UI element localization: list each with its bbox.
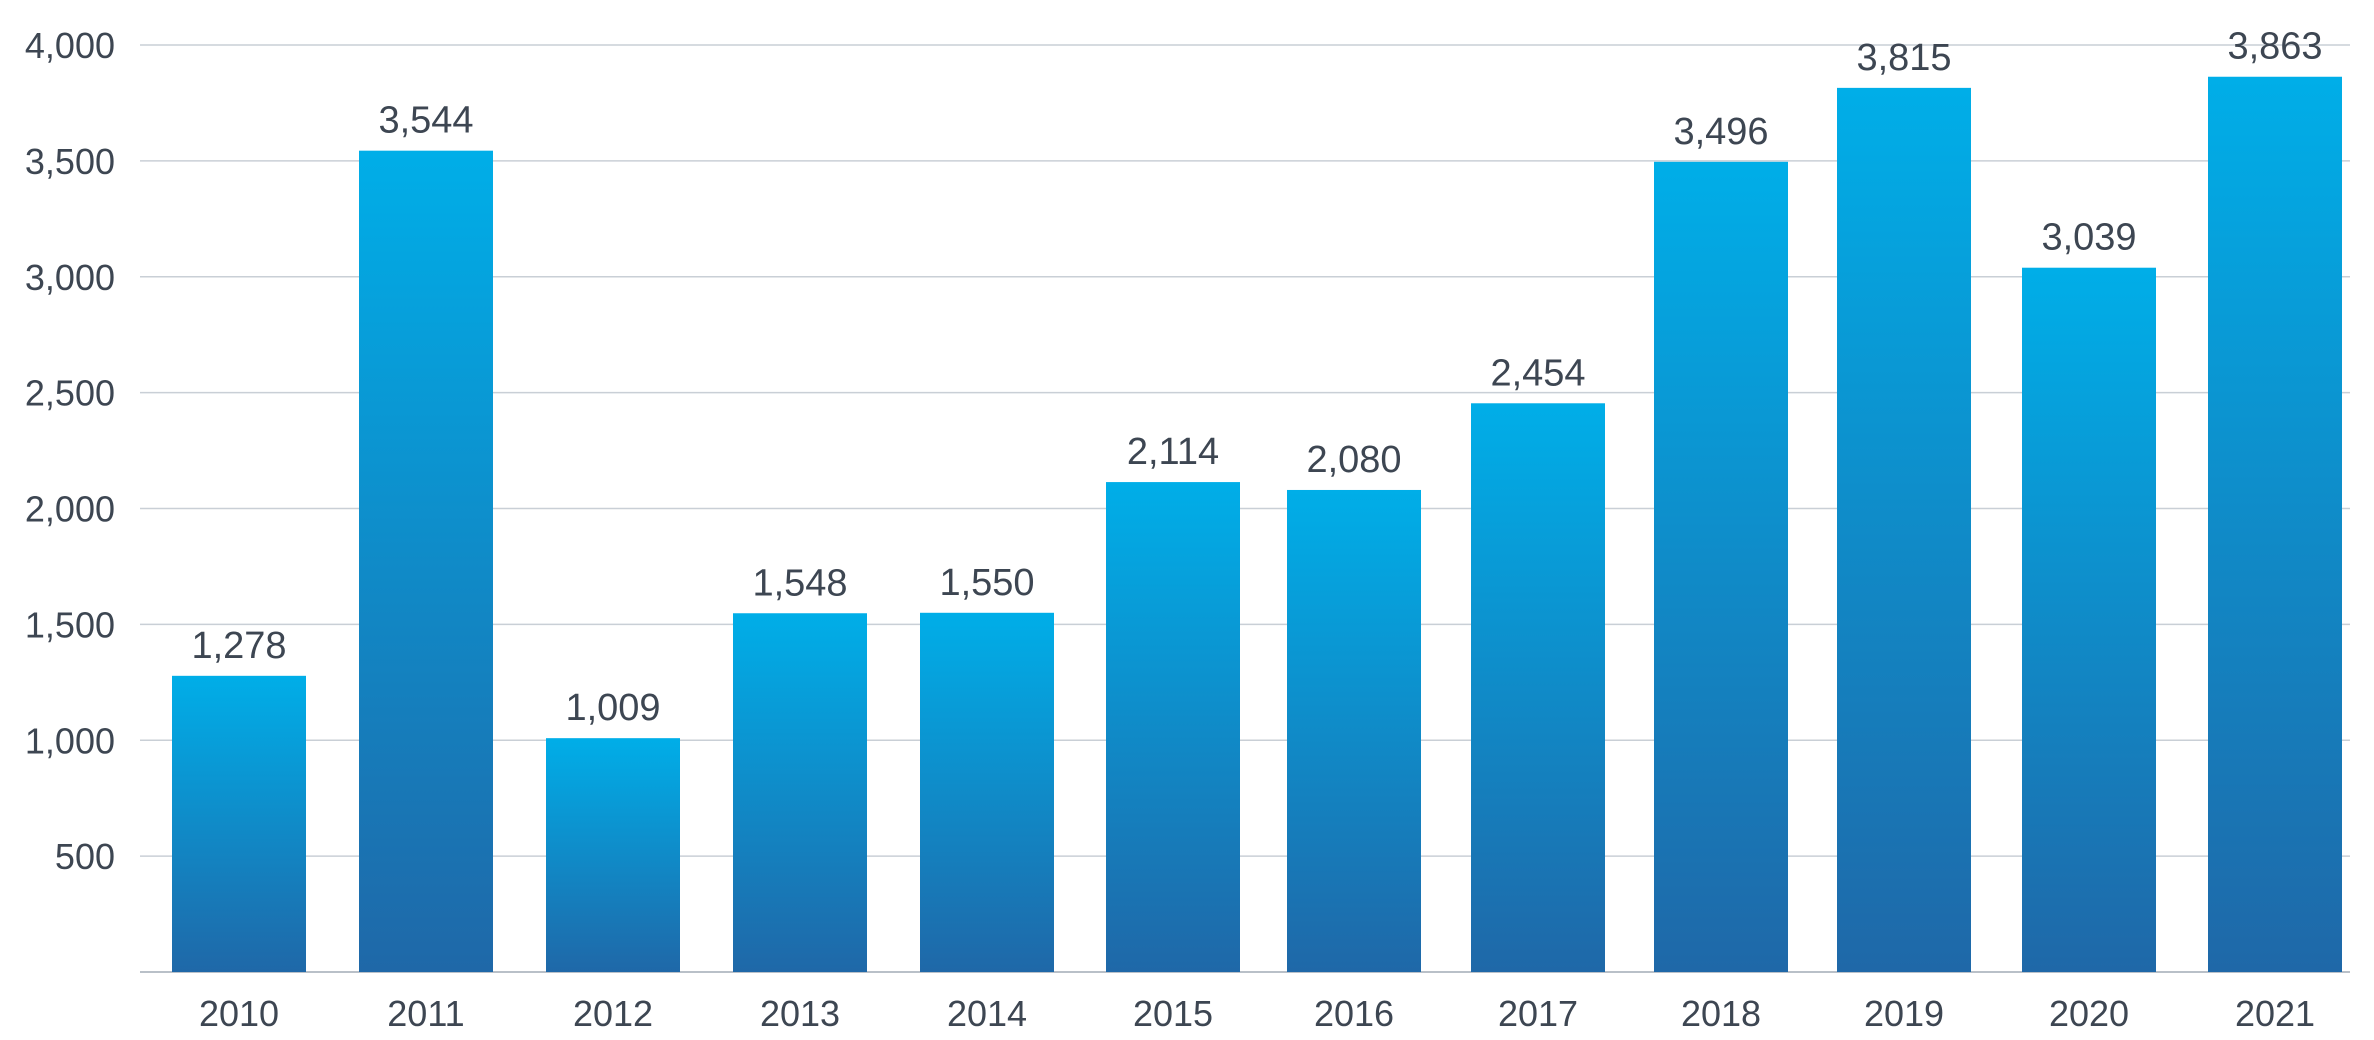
- x-tick-label-2016: 2016: [1314, 993, 1394, 1034]
- bar-2015: [1106, 482, 1240, 972]
- bar-2016: [1287, 489, 1421, 972]
- bar-2021: [2208, 76, 2342, 972]
- bar-2010: [172, 675, 306, 972]
- x-tick-label-2015: 2015: [1133, 993, 1213, 1034]
- y-tick-label: 500: [55, 836, 115, 877]
- x-tick-label-2014: 2014: [947, 993, 1027, 1034]
- value-label-2013: 1,548: [752, 562, 847, 604]
- value-label-2015: 2,114: [1127, 431, 1219, 473]
- x-axis-ticks: 2010 2011 2012 2013 2014 2015 2016 2017 2018 2019…: [199, 993, 2315, 1034]
- bar-2013: [733, 613, 867, 972]
- bar-2020: [2022, 267, 2156, 972]
- x-tick-label-2017: 2017: [1498, 993, 1578, 1034]
- value-label-2020: 3,039: [2041, 217, 2136, 259]
- grid-lines: [140, 44, 2350, 973]
- value-label-2021: 3,863: [2227, 26, 2322, 68]
- y-tick-label: 2,000: [25, 489, 115, 530]
- value-label-2018: 3,496: [1673, 111, 1768, 153]
- bar-2011: [359, 150, 493, 973]
- x-tick-label-2013: 2013: [760, 993, 840, 1034]
- x-tick-label-2011: 2011: [387, 993, 464, 1034]
- y-tick-label: 1,500: [25, 604, 115, 645]
- x-tick-label-2020: 2020: [2049, 993, 2129, 1034]
- value-label-2010: 1,278: [191, 625, 286, 667]
- x-tick-label-2010: 2010: [199, 993, 279, 1034]
- value-label-2016: 2,080: [1306, 439, 1401, 481]
- x-tick-label-2012: 2012: [573, 993, 653, 1034]
- x-tick-label-2021: 2021: [2235, 993, 2315, 1034]
- value-label-2014: 1,550: [939, 562, 1034, 604]
- value-label-2011: 3,544: [378, 100, 473, 142]
- value-label-2012: 1,009: [565, 687, 660, 729]
- x-tick-label-2018: 2018: [1681, 993, 1761, 1034]
- x-tick-label-2019: 2019: [1864, 993, 1944, 1034]
- y-tick-label: 3,000: [25, 257, 115, 298]
- y-tick-label: 4,000: [25, 25, 115, 66]
- bars: [172, 76, 2342, 973]
- bar-2019: [1837, 87, 1971, 972]
- value-label-2019: 3,815: [1856, 37, 1951, 79]
- bar-2018: [1654, 161, 1788, 972]
- y-tick-label: 1,000: [25, 720, 115, 761]
- bar-2017: [1471, 403, 1605, 972]
- value-labels: 1,278 3,544 1,009 1,548 1,550 2,114 2,080 2,454…: [191, 26, 2322, 729]
- y-tick-label: 2,500: [25, 373, 115, 414]
- y-axis-ticks: 500 1,000 1,500 2,000 2,500 3,000 3,500 4,000: [25, 25, 115, 877]
- y-tick-label: 3,500: [25, 141, 115, 182]
- value-label-2017: 2,454: [1490, 352, 1585, 394]
- bar-2012: [546, 738, 680, 972]
- bar-2014: [920, 612, 1054, 972]
